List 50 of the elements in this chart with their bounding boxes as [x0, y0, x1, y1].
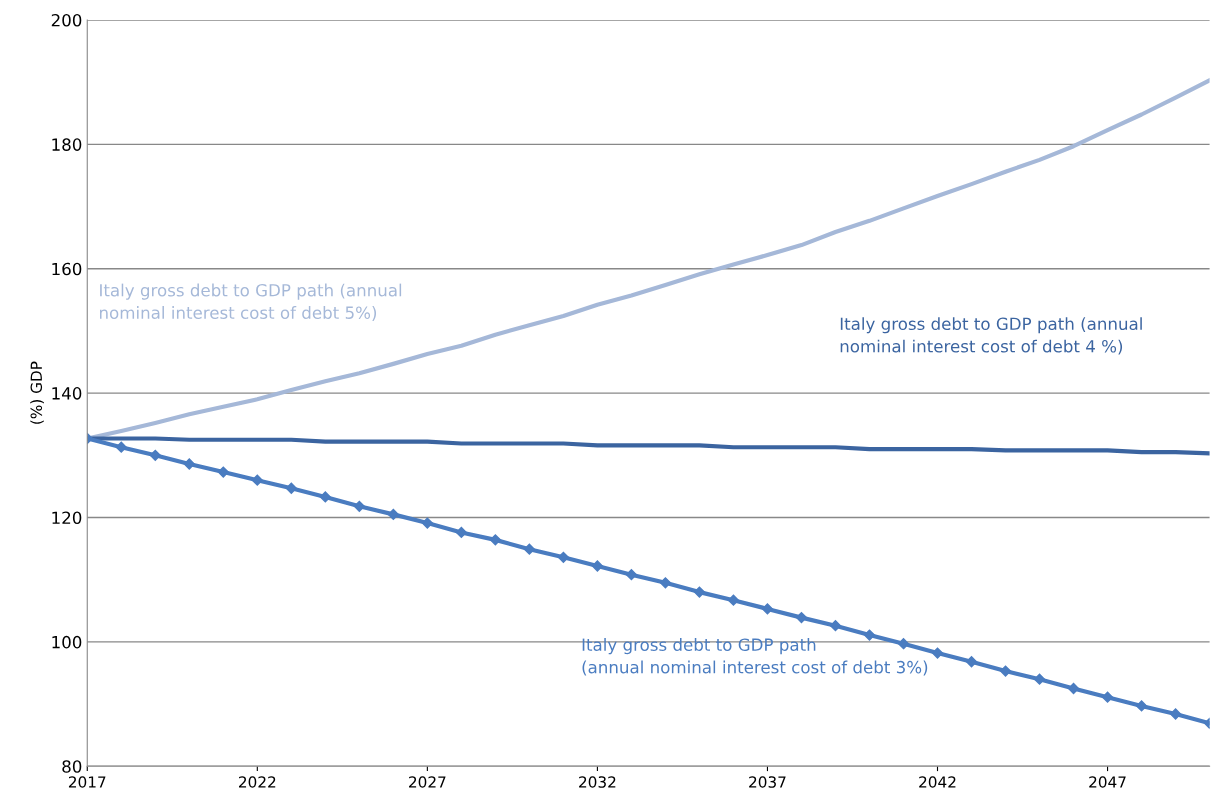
text: Italy gross debt to GDP path (annual nominal interest cost of debt 5%) — [100, 283, 402, 321]
y-tick-label: 80 — [62, 760, 82, 773]
point — [421, 517, 433, 529]
point — [591, 560, 604, 572]
point — [761, 603, 774, 615]
x-tick-label: 2032 — [579, 776, 616, 788]
point — [829, 620, 842, 632]
y-tick-label: 140 — [52, 387, 82, 400]
point — [659, 577, 672, 589]
point — [319, 491, 331, 503]
y-tick-label: 120 — [52, 511, 82, 525]
point — [897, 638, 910, 650]
x-tick-label: 2022 — [238, 776, 276, 788]
x-tick-label: 2027 — [409, 776, 446, 788]
point — [1101, 691, 1114, 703]
point — [1033, 673, 1046, 685]
point — [965, 656, 978, 668]
point — [489, 534, 501, 546]
y-tick-label: 200 — [51, 13, 82, 27]
point — [625, 569, 638, 581]
point — [523, 543, 535, 555]
y-tick-label: 100 — [52, 635, 82, 649]
x-tick-label: 2037 — [749, 776, 786, 788]
point — [455, 526, 467, 539]
x-tick-label: 2042 — [919, 776, 956, 788]
point — [1135, 700, 1148, 712]
text: Italy gross debt to GDP path (annual nominal interest cost of debt 4 %) — [840, 317, 1142, 355]
point — [999, 665, 1012, 677]
point — [285, 482, 297, 494]
y-tick-label: 180 — [52, 138, 82, 151]
point — [931, 647, 944, 659]
y-tick-label: 160 — [52, 262, 82, 276]
x-tick-label: 2047 — [1089, 776, 1126, 788]
point — [251, 474, 263, 486]
point — [387, 508, 399, 520]
point — [353, 500, 365, 512]
point — [1067, 682, 1080, 695]
point — [557, 551, 570, 563]
point — [795, 612, 808, 624]
point — [727, 594, 740, 606]
point — [183, 458, 195, 470]
x-tick-label: 2017 — [68, 776, 106, 788]
point — [217, 466, 229, 478]
point — [149, 449, 161, 461]
point — [115, 441, 127, 453]
series-label: Italy gross debt to GDP path (annual nominal interest cost of debt 3%) — [582, 638, 928, 676]
point — [863, 629, 876, 641]
point — [1169, 708, 1182, 720]
y-axis-title: (%) GDP — [30, 361, 44, 424]
point — [693, 586, 706, 598]
